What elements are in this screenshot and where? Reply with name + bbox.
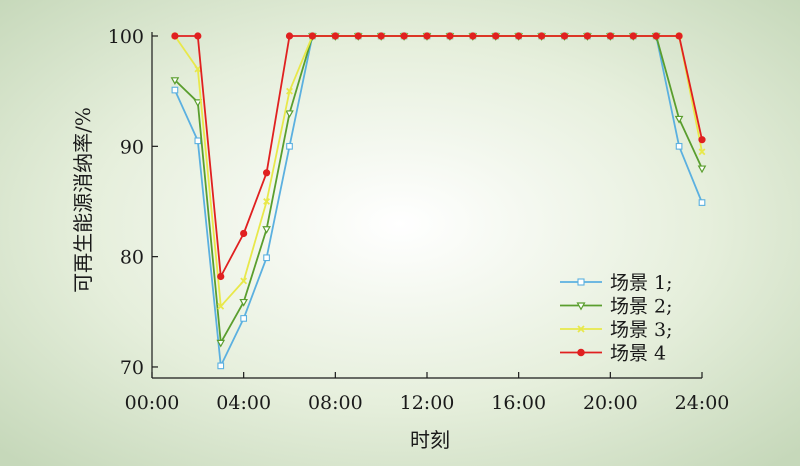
data-point: [583, 32, 592, 40]
legend-item-4: 场景 4: [560, 343, 666, 365]
data-point: [515, 32, 523, 40]
data-point: [263, 198, 271, 205]
data-point: [331, 32, 339, 40]
data-point: [240, 229, 248, 238]
legend-item-1: 场景 1;: [560, 272, 673, 294]
data-point: [171, 86, 179, 94]
legend-label: 场景 3;: [610, 319, 673, 341]
data-point: [354, 32, 362, 40]
data-point: [446, 32, 454, 40]
data-point: [698, 199, 706, 206]
data-point: [217, 302, 225, 310]
data-point-stroke: [698, 148, 706, 156]
data-point: [577, 278, 585, 286]
data-point: [262, 226, 271, 234]
series-4: [171, 32, 706, 281]
data-point: [576, 302, 586, 311]
y-tick-label: 100: [108, 26, 144, 48]
data-point: [469, 32, 477, 40]
data-point-stroke: [240, 277, 248, 285]
data-point: [286, 87, 293, 95]
data-point-stroke: [217, 302, 225, 310]
data-point-stroke: [263, 198, 271, 205]
y-axis-title: 可再生能源消纳率/%: [71, 107, 95, 293]
axes: 70 80 90 100 00:00 04:00 08:00 12:00 16:00 20:00 2…: [108, 26, 730, 414]
data-point: [560, 32, 569, 40]
legend: 场景 1;场景 2;场景 3;场景 4: [560, 272, 673, 365]
x-tick-label: 20:00: [583, 392, 638, 414]
data-point: [194, 137, 202, 145]
data-point-stroke: [194, 65, 202, 73]
data-point: [698, 148, 706, 156]
data-point: [285, 110, 294, 119]
legend-label: 场景 4: [610, 343, 666, 365]
data-point-stroke: [577, 325, 585, 333]
x-tick-label: 08:00: [308, 392, 363, 414]
x-tick-label: 24:00: [675, 392, 730, 414]
data-point: [285, 32, 294, 40]
data-point: [697, 165, 707, 174]
legend-label: 场景 1;: [610, 272, 673, 294]
legend-item-2: 场景 2;: [560, 296, 673, 318]
data-point: [194, 32, 202, 40]
data-point: [377, 32, 385, 40]
data-point: [194, 65, 202, 73]
x-axis-title: 时刻: [410, 428, 450, 452]
data-point: [674, 115, 684, 124]
data-point: [577, 348, 585, 357]
data-point: [308, 32, 317, 40]
data-point: [492, 32, 500, 40]
data-point: [217, 362, 225, 370]
data-point: [216, 339, 226, 348]
data-point: [652, 32, 660, 40]
data-point: [193, 99, 203, 108]
legend-label: 场景 2;: [610, 296, 673, 318]
data-point: [240, 315, 248, 322]
series-layer: [170, 32, 707, 370]
y-tick-label: 70: [120, 357, 144, 379]
x-tick-label: 12:00: [400, 392, 455, 414]
y-tick-label: 80: [120, 247, 144, 269]
series-line: [174, 35, 703, 278]
data-point: [171, 32, 179, 40]
data-point: [170, 77, 180, 85]
data-point: [698, 136, 706, 144]
x-tick-label: 16:00: [491, 392, 546, 414]
data-point: [239, 298, 248, 307]
data-point: [675, 142, 683, 150]
data-point: [577, 325, 585, 333]
data-point: [262, 169, 271, 177]
data-point: [240, 277, 248, 285]
data-point: [400, 32, 408, 40]
data-point: [263, 254, 270, 262]
data-point: [286, 142, 293, 150]
data-point-stroke: [286, 87, 293, 95]
data-point: [217, 272, 225, 281]
x-tick-label: 00:00: [125, 392, 180, 414]
x-tick-label: 04:00: [216, 392, 271, 414]
legend-item-3: 场景 3;: [560, 319, 673, 341]
data-point: [537, 32, 546, 40]
y-tick-label: 90: [120, 136, 144, 158]
data-point: [606, 32, 614, 40]
data-point: [675, 32, 683, 40]
data-point: [629, 32, 637, 40]
data-point: [423, 32, 431, 40]
